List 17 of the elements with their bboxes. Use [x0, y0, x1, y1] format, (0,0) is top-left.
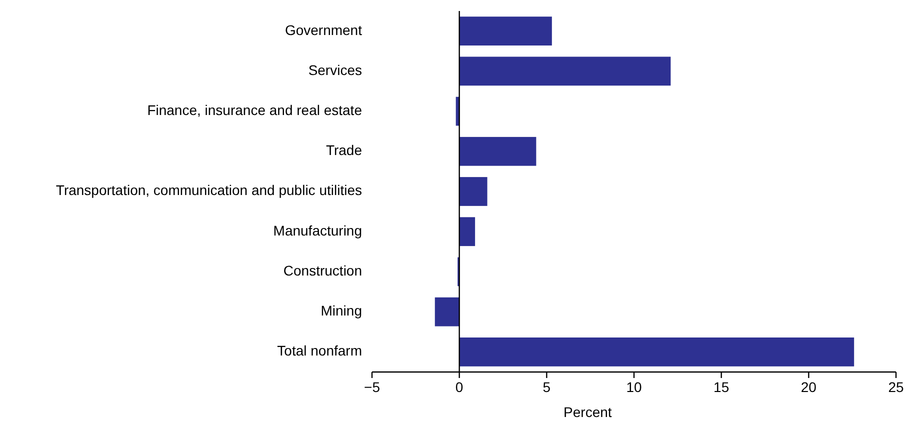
- y-tick-label: Total nonfarm: [277, 342, 362, 359]
- x-axis-title: Percent: [564, 404, 612, 420]
- x-tick-label: 20: [800, 379, 817, 395]
- x-tick-label: 15: [714, 379, 730, 395]
- x-tick-label: 0: [455, 379, 464, 395]
- x-tick-label: −5: [364, 379, 380, 395]
- x-tick-label: 25: [888, 379, 904, 395]
- y-tick-label: Construction: [283, 262, 362, 278]
- y-tick-label: Mining: [320, 302, 362, 319]
- y-tick-label: Transportation, communication and public utilities: [56, 182, 362, 198]
- y-tick-label: Services: [308, 62, 362, 78]
- x-tick-label: 5: [542, 379, 551, 395]
- y-tick-label: Government: [284, 22, 362, 38]
- y-tick-label: Trade: [326, 142, 362, 158]
- y-tick-label: Manufacturing: [273, 222, 362, 238]
- x-tick-label: 10: [626, 379, 642, 395]
- y-tick-label: Finance, insurance and real estate: [147, 102, 362, 118]
